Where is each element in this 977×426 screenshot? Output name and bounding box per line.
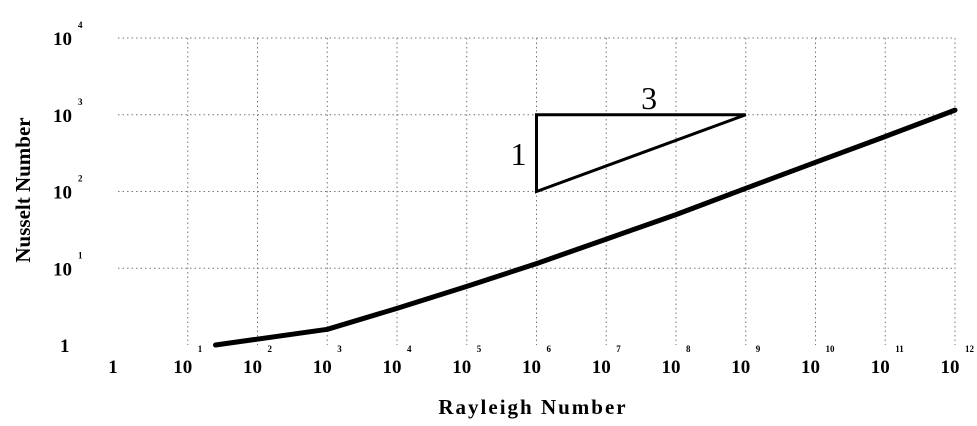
x-tick-exponent: 8 [686, 344, 691, 354]
x-tick-label: 10 [313, 357, 332, 378]
x-tick-label: 10 [173, 357, 192, 378]
y-tick-exponent: 4 [78, 20, 83, 30]
tick-labels: 1 101102103104105106107108109101010111012… [53, 20, 975, 378]
x-tick-exponent: 11 [895, 344, 904, 354]
x-tick-exponent: 4 [407, 344, 412, 354]
x-tick-exponent: 5 [477, 344, 482, 354]
x-tick-exponent: 2 [268, 344, 273, 354]
y-axis-title: Nusselt Number [11, 117, 35, 262]
x-tick-exponent: 10 [826, 344, 836, 354]
slope-rise-label: 1 [511, 136, 527, 172]
x-tick-label: 1 [108, 357, 118, 378]
x-tick-label: 10 [941, 357, 960, 378]
y-tick-label: 1 [60, 336, 70, 357]
x-tick-label: 10 [383, 357, 402, 378]
x-axis-title: Rayleigh Number [438, 395, 627, 419]
y-tick-label: 10 [53, 29, 72, 50]
x-tick-exponent: 9 [756, 344, 761, 354]
data-series [213, 107, 958, 348]
x-tick-label: 10 [871, 357, 890, 378]
x-tick-exponent: 12 [965, 344, 975, 354]
y-tick-label: 10 [53, 106, 72, 127]
x-tick-label: 10 [731, 357, 750, 378]
x-tick-label: 10 [452, 357, 471, 378]
x-tick-label: 10 [592, 357, 611, 378]
y-tick-exponent: 1 [78, 250, 83, 260]
x-tick-exponent: 3 [337, 344, 342, 354]
x-tick-label: 10 [522, 357, 541, 378]
x-tick-exponent: 1 [198, 344, 203, 354]
x-tick-label: 10 [243, 357, 262, 378]
x-tick-exponent: 6 [547, 344, 552, 354]
slope-triangle-shape [535, 113, 747, 194]
slope-triangle: 31 [511, 80, 747, 194]
y-tick-exponent: 3 [78, 97, 83, 107]
series-line [213, 107, 958, 348]
slope-run-label: 3 [641, 80, 657, 116]
x-tick-label: 10 [801, 357, 820, 378]
y-tick-exponent: 2 [78, 174, 83, 184]
x-tick-label: 10 [662, 357, 681, 378]
y-tick-label: 10 [53, 259, 72, 280]
y-tick-label: 10 [53, 183, 72, 204]
x-tick-exponent: 7 [616, 344, 621, 354]
